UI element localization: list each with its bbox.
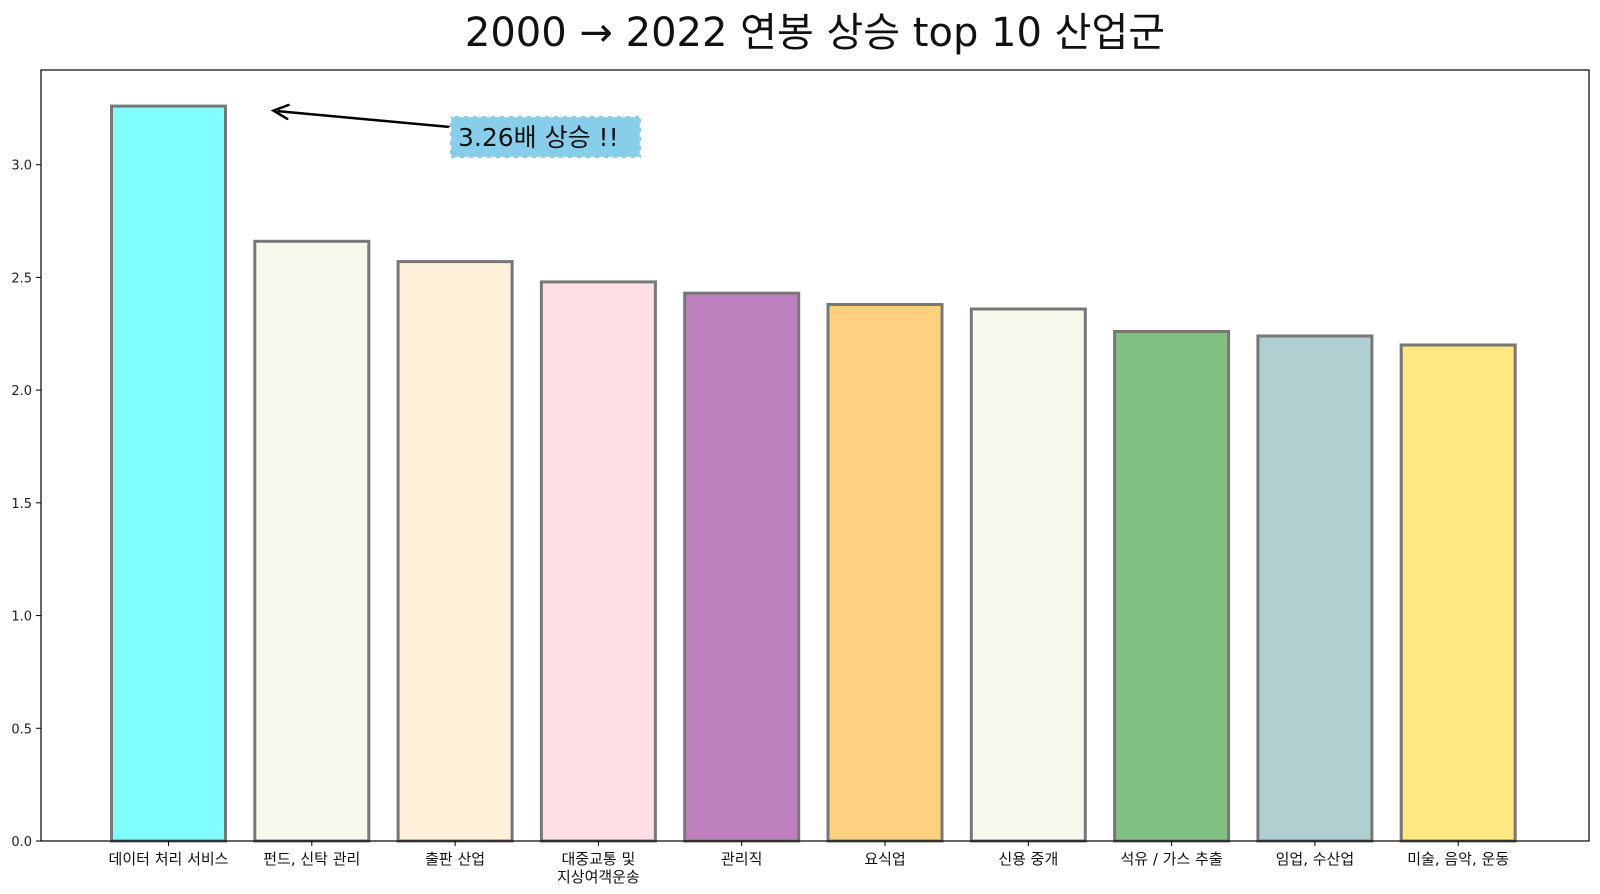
x-tick-label: 신용 중개: [998, 850, 1058, 868]
annotation-box: [448, 114, 643, 160]
x-tick-label-line: 데이터 처리 서비스: [109, 850, 229, 868]
y-tick-label: 0.5: [11, 722, 32, 737]
x-tick-label: 출판 산업: [425, 850, 485, 868]
bar: [1113, 330, 1231, 843]
x-tick-label-line: 신용 중개: [998, 850, 1058, 868]
bar: [1399, 343, 1517, 843]
x-tick-label-line: 관리직: [721, 850, 762, 868]
chart-title: 2000 → 2022 연봉 상승 top 10 산업군: [465, 10, 1165, 56]
annotation-text: 3.26배 상승 !!: [458, 123, 619, 152]
x-tick-label-line: 지상여객운송: [557, 868, 640, 886]
bar: [539, 280, 657, 843]
bar: [826, 303, 944, 843]
arrow-head-icon: [270, 103, 290, 121]
y-tick-label: 2.5: [11, 271, 32, 286]
y-tick-label: 0.0: [11, 835, 32, 850]
bar: [1256, 334, 1374, 843]
x-tick-label: 미술, 음악, 운동: [1407, 850, 1509, 868]
bar: [253, 239, 371, 843]
x-tick-label-line: 석유 / 가스 추출: [1121, 850, 1223, 868]
x-tick-label-line: 출판 산업: [425, 850, 485, 868]
bar: [396, 260, 514, 843]
y-tick-label: 3.0: [11, 159, 32, 174]
annotation-arrow: [277, 109, 451, 129]
x-tick-label: 데이터 처리 서비스: [109, 850, 229, 868]
x-axis: 데이터 처리 서비스 펀드, 신탁 관리 출판 산업 대중교통 및 지상여객운송 관리직 요…: [109, 841, 1509, 886]
y-tick-label: 1.0: [11, 610, 32, 625]
annotation: 3.26배 상승 !!: [270, 103, 643, 160]
x-tick-label: 요식업: [864, 850, 905, 868]
y-tick-label: 1.5: [11, 497, 32, 512]
bar: [110, 104, 227, 843]
y-axis: 0.0 0.5 1.0 1.5 2.0 2.5 3.0: [11, 159, 41, 850]
x-tick-label-line: 요식업: [864, 850, 905, 868]
x-tick-label-line: 펀드, 신탁 관리: [263, 850, 360, 868]
x-tick-label: 대중교통 및 지상여객운송: [557, 850, 640, 886]
x-tick-label-line: 미술, 음악, 운동: [1407, 850, 1509, 868]
y-tick-label: 2.0: [11, 384, 32, 399]
x-tick-label: 펀드, 신탁 관리: [263, 850, 360, 868]
bars: [110, 104, 1517, 843]
x-tick-label: 석유 / 가스 추출: [1121, 850, 1223, 868]
x-tick-label-line: 대중교통 및: [562, 850, 636, 868]
x-tick-label: 임업, 수산업: [1276, 850, 1355, 868]
x-tick-label: 관리직: [721, 850, 762, 868]
bar: [683, 291, 801, 843]
bar: [969, 307, 1087, 843]
plot-frame: [40, 69, 1590, 842]
x-tick-label-line: 임업, 수산업: [1276, 850, 1355, 868]
